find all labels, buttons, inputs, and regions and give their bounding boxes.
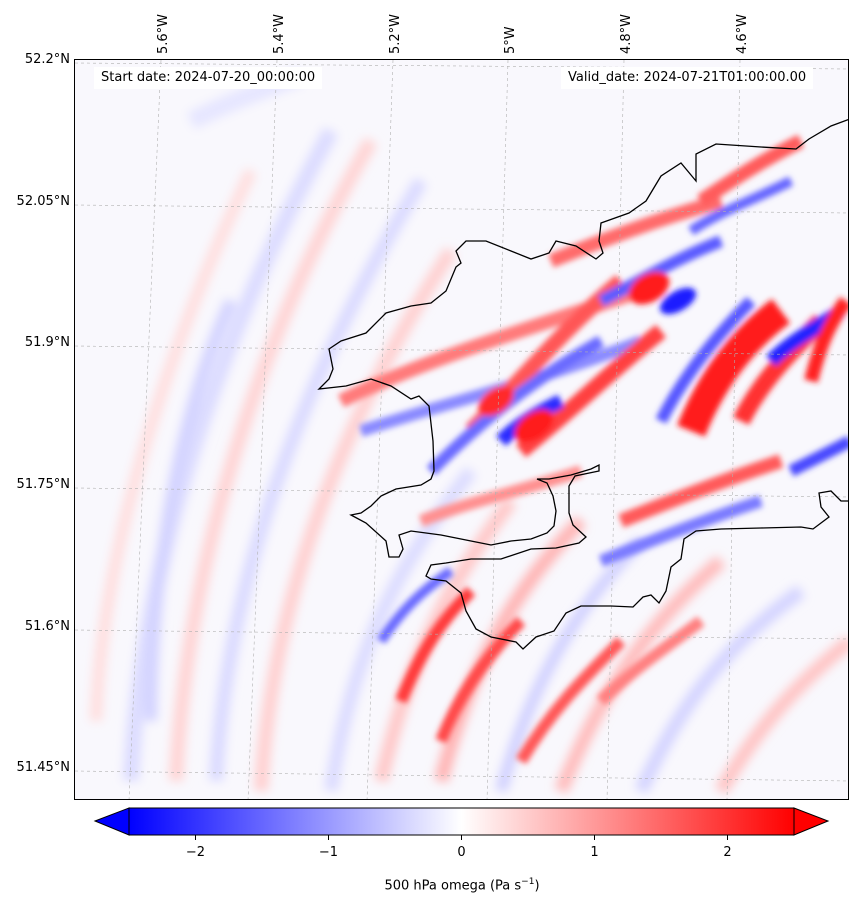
coastline [317,119,848,650]
lon-label-5w: 5°W [503,26,518,54]
lat-label-51.75: 51.75°N [16,477,70,492]
valid-date-label: Valid_date: 2024-07-21T01:00:00.00 [561,67,814,89]
colorbar-gradient [128,807,795,836]
lon-label-5.4w: 5.4°W [272,13,287,54]
colorbar-tick-label: 2 [723,845,732,860]
eastern-wave-cells [337,134,848,765]
gridlines [75,60,848,799]
omega-field [75,60,848,799]
colorbar-title-text: 500 hPa omega (Pa s [384,878,522,894]
colorbar-ticks [195,835,728,840]
lat-label-51.9: 51.9°N [24,335,70,350]
start-date-label: Start date: 2024-07-20_00:00:00 [94,67,323,89]
colorbar-tick-label: −1 [318,845,339,860]
lon-label-4.8w: 4.8°W [619,13,634,54]
colorbar-title-unit-exponent: −1 [521,877,535,887]
lon-label-5.2w: 5.2°W [388,13,403,54]
omega-map [74,59,849,800]
lon-label-4.6w: 4.6°W [735,13,750,54]
lon-label-5.6w: 5.6°W [156,13,171,54]
colorbar-tick-label: −2 [185,845,206,860]
colorbar-extend-low [93,807,130,836]
colorbar [93,807,830,840]
western-wave-bands [90,67,848,795]
lat-label-51.45: 51.45°N [16,760,70,775]
lat-label-52.2: 52.2°N [24,52,70,67]
lat-label-52.05: 52.05°N [16,194,70,209]
colorbar-title: 500 hPa omega (Pa s−1) [0,877,859,893]
lat-label-51.6: 51.6°N [24,619,70,634]
colorbar-tick-label: 1 [590,845,599,860]
colorbar-extend-high [793,807,830,836]
colorbar-tick-label: 0 [457,845,466,860]
colorbar-title-suffix: ) [534,878,540,894]
